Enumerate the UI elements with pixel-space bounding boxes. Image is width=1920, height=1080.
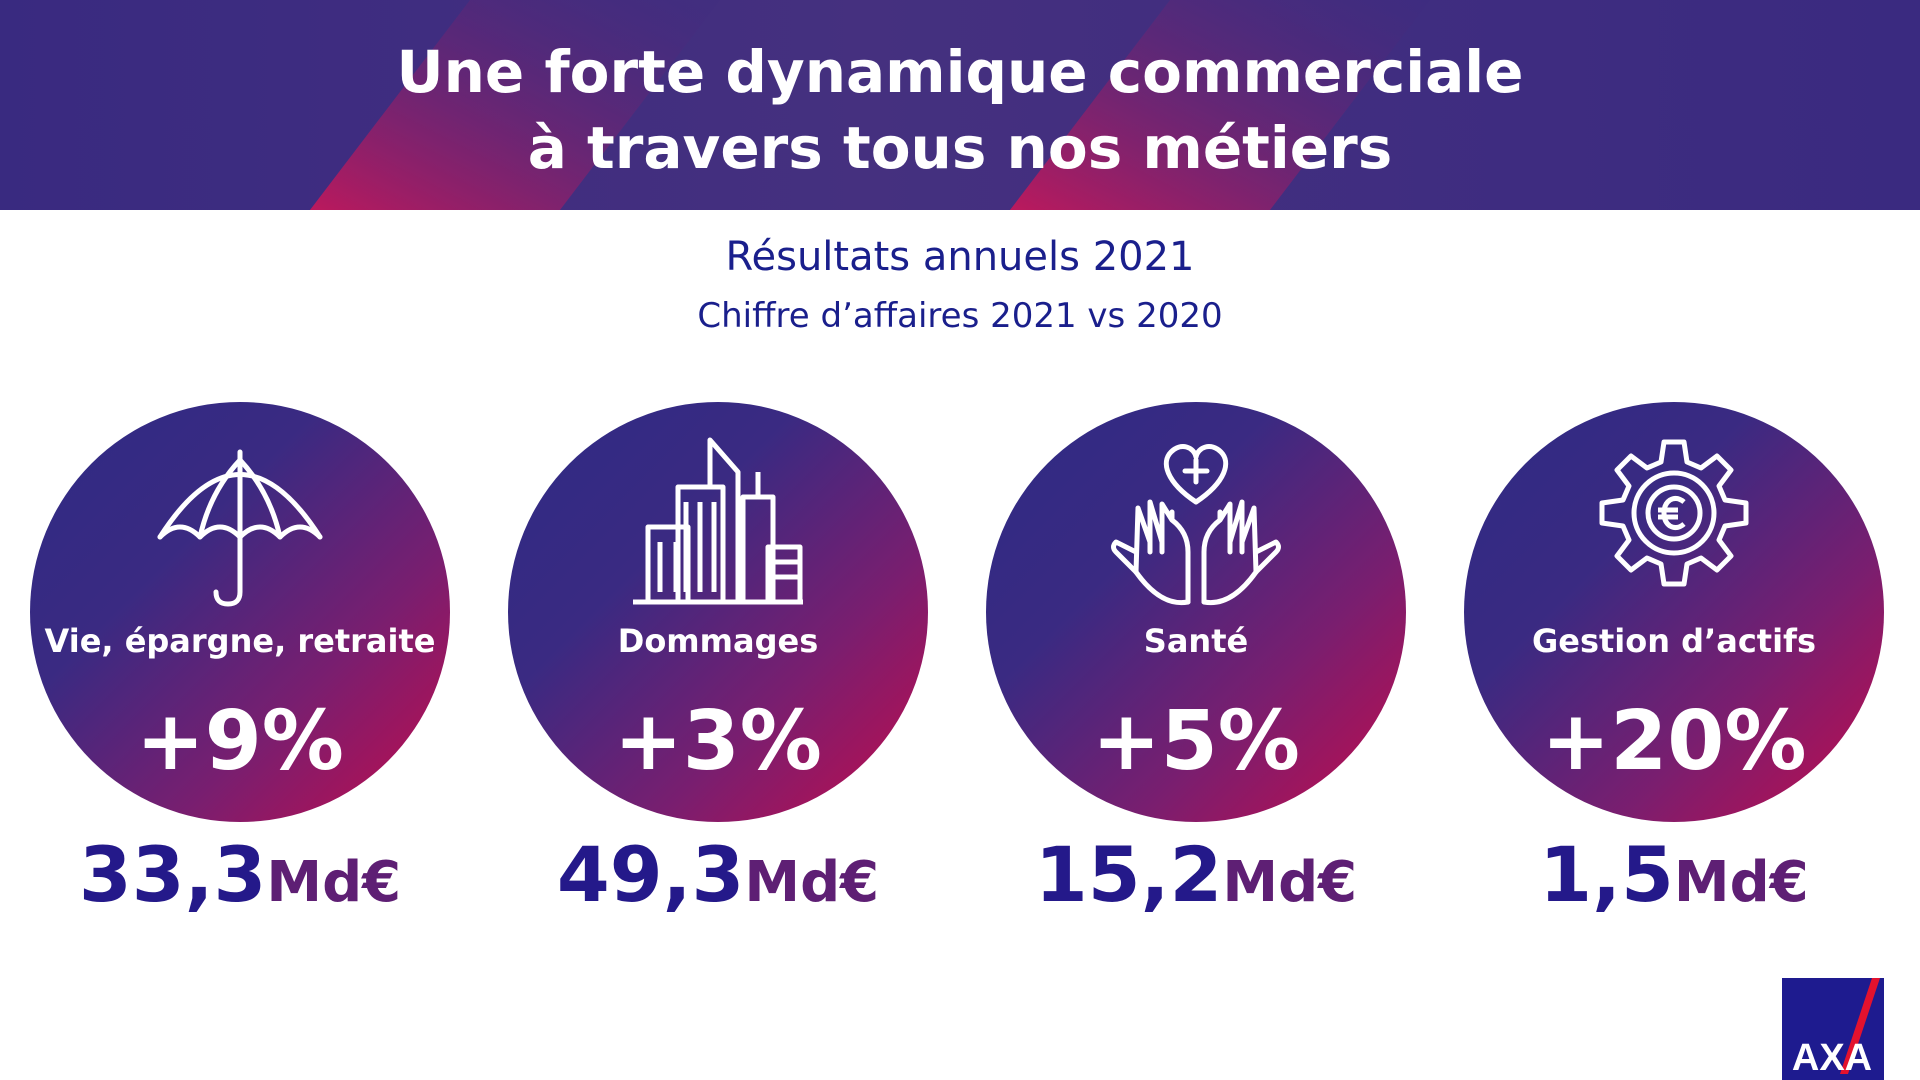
growth-percent: +20%: [1541, 694, 1807, 789]
card-circle: Dommages +3%: [508, 402, 928, 822]
growth-percent: +3%: [614, 694, 822, 789]
amount-unit: Md€: [744, 850, 880, 915]
revenue-amount: 15,2Md€: [986, 830, 1406, 919]
card-asset-management: Gestion d’actifs +20% 1,5Md€: [1464, 402, 1884, 919]
title-line-2: à travers tous nos métiers: [527, 114, 1393, 182]
title-line-1: Une forte dynamique commerciale: [396, 38, 1524, 106]
page-title: Une forte dynamique commerciale à traver…: [0, 34, 1920, 186]
card-property-casualty: Dommages +3% 49,3Md€: [508, 402, 928, 919]
card-label: Vie, épargne, retraite: [44, 622, 436, 660]
card-label: Santé: [1143, 622, 1249, 660]
revenue-amount: 33,3Md€: [30, 830, 450, 919]
card-circle: Vie, épargne, retraite +9%: [30, 402, 450, 822]
amount-unit: Md€: [1673, 850, 1809, 915]
card-life-savings: Vie, épargne, retraite +9% 33,3Md€: [30, 402, 450, 919]
umbrella-icon: [157, 449, 323, 607]
amount-value: 49,3: [556, 830, 745, 919]
heart-hands-icon: [1111, 444, 1281, 606]
axa-logo: AXA: [1782, 978, 1884, 1080]
revenue-subheading: Chiffre d’affaires 2021 vs 2020: [697, 296, 1223, 336]
axa-logo-text: AXA: [1792, 1037, 1872, 1079]
amount-value: 1,5: [1539, 830, 1674, 919]
revenue-amount: 1,5Md€: [1464, 830, 1884, 919]
amount-unit: Md€: [1222, 850, 1358, 915]
buildings-icon: [633, 437, 803, 605]
amount-unit: Md€: [266, 850, 402, 915]
amount-value: 15,2: [1034, 830, 1223, 919]
results-heading: Résultats annuels 2021: [725, 234, 1195, 280]
card-label: Gestion d’actifs: [1531, 622, 1817, 660]
card-health: Santé +5% 15,2Md€: [986, 402, 1406, 919]
amount-value: 33,3: [78, 830, 267, 919]
euro-gear-icon: [1599, 439, 1749, 587]
growth-percent: +9%: [136, 694, 344, 789]
banner-decoration: [310, 0, 1430, 210]
card-circle: Santé +5%: [986, 402, 1406, 822]
revenue-amount: 49,3Md€: [508, 830, 928, 919]
card-label: Dommages: [617, 622, 819, 660]
card-circle: Gestion d’actifs +20%: [1464, 402, 1884, 822]
header-banner: Une forte dynamique commerciale à traver…: [0, 0, 1920, 210]
axa-logo-mark: AXA: [1792, 978, 1880, 1079]
growth-percent: +5%: [1092, 694, 1300, 789]
